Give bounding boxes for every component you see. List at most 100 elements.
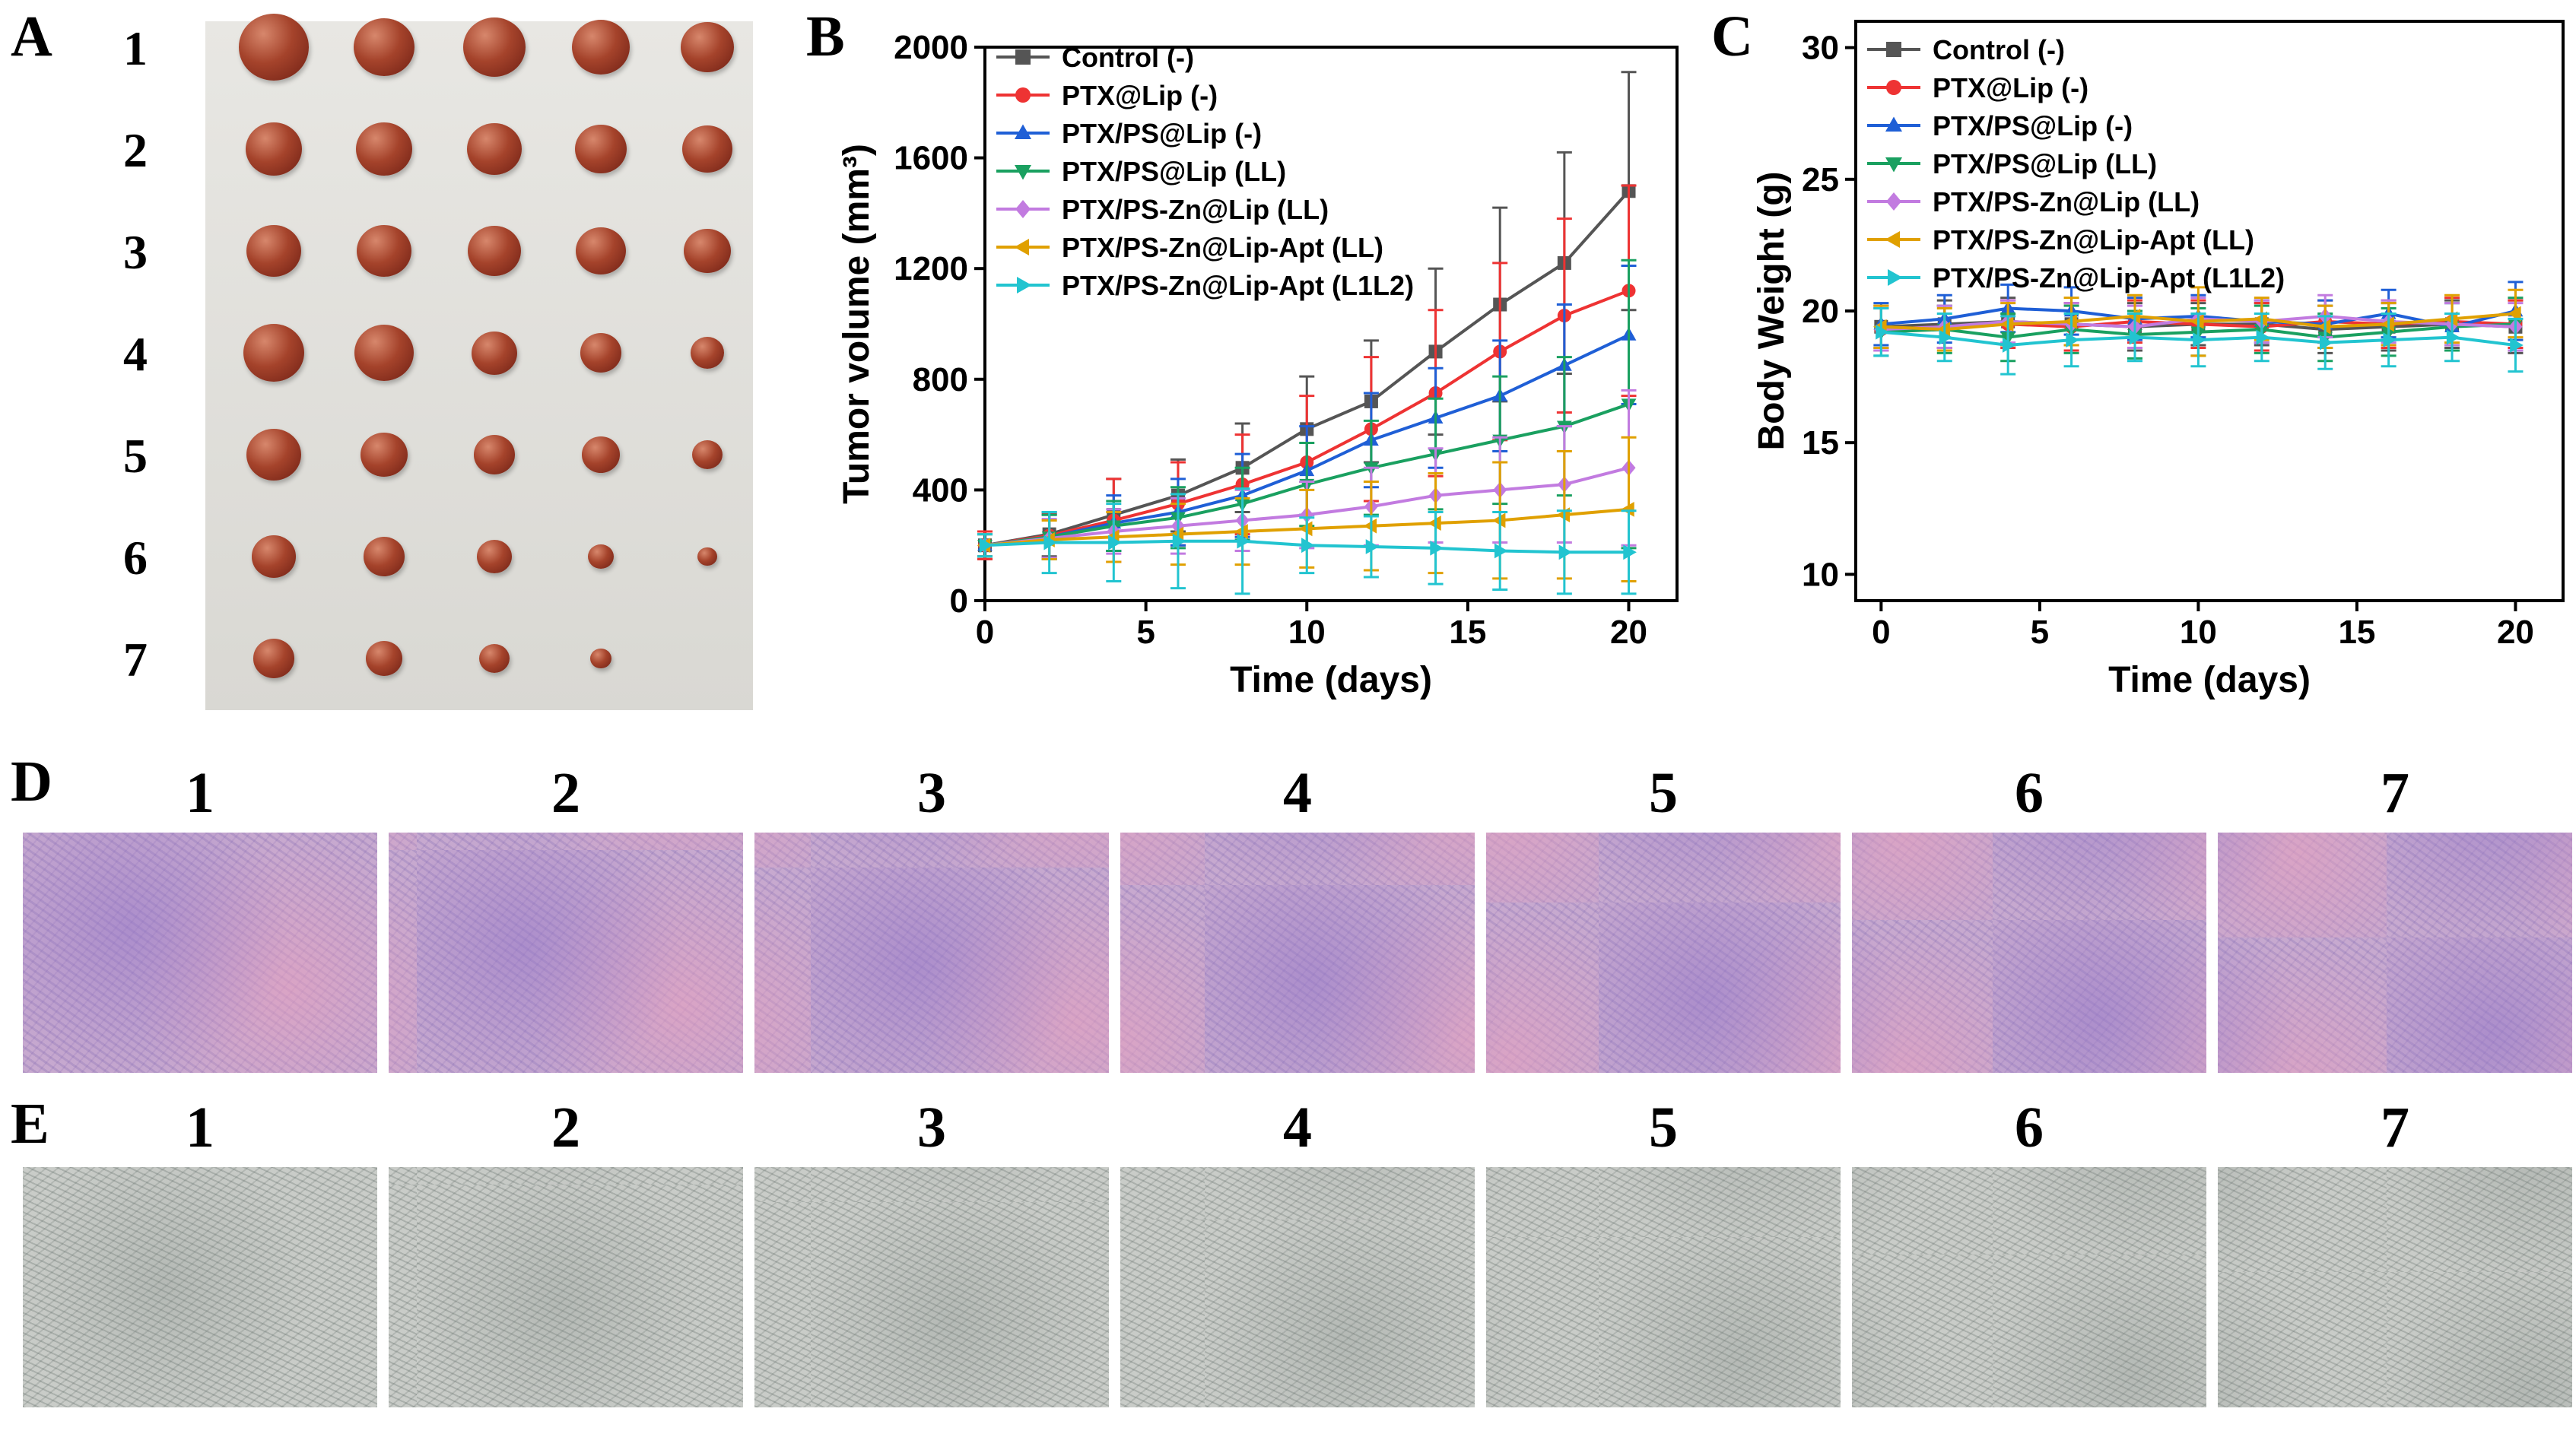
tumor-specimen: [356, 122, 412, 176]
x-tick-label: 15: [2338, 614, 2375, 651]
tumor-specimen: [681, 21, 734, 73]
data-point: [2190, 313, 2204, 329]
tile-column-label: 3: [917, 1096, 946, 1160]
data-point: [1430, 540, 1444, 556]
tumor-specimen: [354, 324, 414, 382]
data-point: [1621, 501, 1634, 517]
tile-column-label: 1: [186, 761, 214, 825]
photo-row-label: 6: [123, 531, 148, 585]
legend-entry: PTX/PS-Zn@Lip (LL): [1062, 194, 1329, 225]
data-point: [2256, 329, 2270, 345]
x-tick-label: 20: [2497, 614, 2534, 651]
tunel-stain-tile: [1852, 1167, 2206, 1407]
tumor-specimen: [246, 428, 301, 481]
y-tick-label: 1200: [894, 250, 968, 287]
tumor-specimen: [239, 14, 309, 81]
data-point: [1015, 49, 1031, 65]
y-axis-label: Tumor volume (mm³): [837, 144, 877, 504]
x-tick-label: 10: [2180, 614, 2217, 651]
legend-entry: PTX/PS@Lip (LL): [1933, 148, 2157, 179]
tumor-specimen: [576, 227, 626, 275]
x-axis-label: Time (days): [1230, 660, 1432, 700]
tumor-specimen: [697, 547, 717, 566]
tumor-specimen: [468, 225, 521, 277]
panel-label-c: C: [1711, 5, 1753, 68]
data-point: [1886, 80, 1901, 95]
tile-column-label: 7: [2381, 761, 2409, 825]
x-tick-label: 0: [1872, 614, 1890, 651]
photo-row-label: 1: [123, 21, 148, 75]
data-point: [1015, 87, 1031, 103]
tile-column-label: 5: [1649, 761, 1678, 825]
tumor-specimen: [366, 641, 402, 676]
data-point: [2002, 338, 2016, 353]
data-point: [1015, 124, 1031, 139]
data-point: [2508, 306, 2521, 322]
data-point: [1237, 533, 1250, 549]
tumor-specimen: [588, 544, 614, 569]
legend-entry: PTX/PS-Zn@Lip-Apt (L1L2): [1062, 270, 1414, 301]
tumor-specimen: [472, 331, 517, 375]
data-point: [1014, 239, 1029, 255]
data-point: [2317, 319, 2331, 335]
data-point: [1301, 538, 1315, 554]
y-axis-label: Body Weight (g): [1752, 171, 1792, 450]
he-stain-tile: [2218, 833, 2572, 1073]
data-point: [1886, 192, 1901, 211]
data-point: [979, 538, 993, 554]
he-stain-tile: [23, 833, 377, 1073]
tumor-volume-chart: 0 5 10 15 20 0 400 800 1200 1600 2000 Time (days) Tu…: [837, 29, 1679, 700]
tumor-specimen: [243, 324, 304, 382]
tile-column-label: 2: [551, 761, 580, 825]
tile-column-label: 6: [2015, 761, 2044, 825]
tunel-stain-tile: [23, 1167, 377, 1407]
tumor-specimen: [364, 537, 405, 576]
data-point: [1939, 329, 1953, 345]
data-point: [1015, 200, 1031, 218]
y-tick-label: 1600: [894, 140, 968, 177]
data-point: [1936, 322, 1950, 338]
tumor-specimen: [582, 436, 620, 473]
panel-label-a: A: [11, 5, 52, 68]
data-point: [1494, 543, 1508, 559]
y-tick-label: 10: [1802, 556, 1839, 593]
data-point: [1876, 324, 1889, 340]
plot-frame: [983, 46, 1679, 602]
tile-column-label: 4: [1283, 761, 1312, 825]
legend-entry: PTX/PS-Zn@Lip-Apt (LL): [1062, 232, 1383, 263]
legend-entry: PTX/PS@Lip (-): [1933, 110, 2133, 141]
x-tick-label: 10: [1288, 614, 1326, 651]
tumor-specimen: [575, 124, 627, 174]
series: [1873, 307, 2524, 376]
data-point: [2193, 332, 2206, 347]
tunel-stain-tile: [1120, 1167, 1475, 1407]
tumor-specimen: [357, 224, 411, 278]
tumor-specimen: [474, 435, 515, 474]
data-point: [2444, 311, 2458, 327]
data-point: [2063, 313, 2077, 329]
data-point: [2066, 332, 2079, 347]
he-stain-tile: [389, 833, 743, 1073]
x-tick-label: 5: [2031, 614, 2049, 651]
data-point: [1363, 518, 1377, 534]
x-axis-label: Time (days): [2108, 660, 2311, 700]
y-tick-label: 20: [1802, 293, 1839, 330]
tunel-stain-tile: [2218, 1167, 2572, 1407]
x-tick-label: 20: [1610, 614, 1647, 651]
tumor-specimen: [354, 18, 415, 76]
tumor-specimen: [361, 432, 408, 477]
y-tick-label: 15: [1802, 424, 1839, 462]
data-point: [1999, 316, 2014, 332]
tunel-stain-tile: [754, 1167, 1109, 1407]
plot-frame: [1854, 20, 2565, 602]
data-point: [2510, 338, 2524, 353]
he-stain-tile: [1486, 833, 1841, 1073]
tunel-stain-tile: [389, 1167, 743, 1407]
data-point: [1108, 535, 1122, 550]
legend-entry: PTX@Lip (-): [1062, 80, 1218, 111]
tumor-specimen: [246, 224, 301, 278]
legend-entry: Control (-): [1062, 42, 1194, 73]
legend-entry: PTX@Lip (-): [1933, 72, 2088, 103]
tumor-specimen: [463, 17, 526, 77]
tile-column-label: 7: [2381, 1096, 2409, 1160]
